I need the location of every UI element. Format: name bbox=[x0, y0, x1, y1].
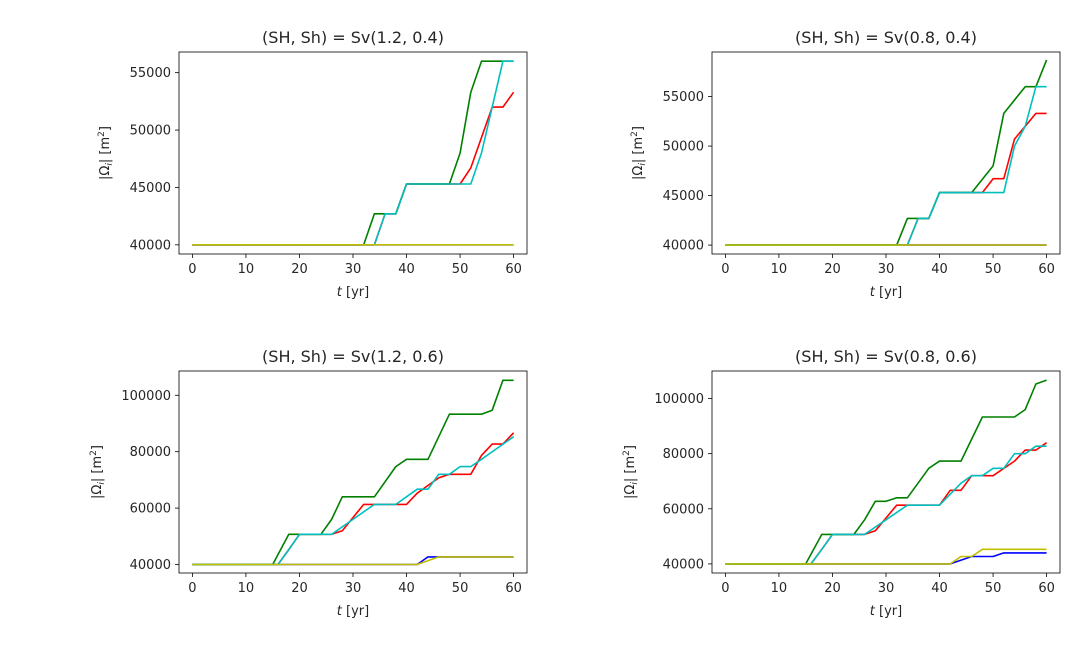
series-line-2 bbox=[192, 432, 515, 566]
y-tick-label: 55000 bbox=[130, 66, 171, 81]
x-tick-label: 10 bbox=[771, 262, 788, 277]
x-tick-label: 40 bbox=[398, 262, 415, 277]
series-line-4 bbox=[192, 436, 515, 566]
subplot-title: (SH, Sh) = Sv(1.2, 0.6) bbox=[262, 347, 444, 366]
y-tick-label: 80000 bbox=[130, 445, 171, 460]
series-line-4 bbox=[725, 85, 1047, 246]
x-tick-label: 20 bbox=[824, 581, 841, 596]
x-tick-label: 60 bbox=[505, 581, 522, 596]
y-tick-label: 50000 bbox=[663, 140, 704, 155]
x-tick-label: 30 bbox=[345, 581, 362, 596]
series-line-4 bbox=[192, 60, 514, 246]
series-line-3 bbox=[192, 379, 514, 566]
x-tick-label: 10 bbox=[238, 581, 255, 596]
axes-frame bbox=[711, 51, 1061, 255]
subplot-title: (SH, Sh) = Sv(0.8, 0.6) bbox=[795, 347, 977, 366]
y-tick-label: 80000 bbox=[663, 447, 704, 462]
subplot-title: (SH, Sh) = Sv(0.8, 0.4) bbox=[795, 28, 977, 47]
x-tick-label: 0 bbox=[721, 262, 729, 277]
series-line-2 bbox=[192, 91, 515, 246]
series-line-4 bbox=[725, 445, 1047, 565]
series-line-2 bbox=[725, 442, 1048, 565]
x-tick-label: 0 bbox=[721, 581, 729, 596]
x-tick-label: 30 bbox=[345, 262, 362, 277]
x-tick-label: 0 bbox=[188, 581, 196, 596]
series-line-1 bbox=[192, 556, 514, 566]
x-tick-label: 40 bbox=[931, 262, 948, 277]
x-tick-label: 60 bbox=[505, 262, 522, 277]
x-tick-label: 10 bbox=[771, 581, 788, 596]
y-axis-label: |Ωi| [m2] bbox=[89, 445, 107, 499]
x-axis-label: t [yr] bbox=[337, 604, 369, 619]
x-tick-label: 50 bbox=[452, 262, 469, 277]
x-tick-label: 20 bbox=[291, 581, 308, 596]
series-line-3 bbox=[192, 60, 514, 246]
subplot-4: 0 10 20 30 40 50 60 40000 60000 80000 100000 (SH, S… bbox=[622, 347, 1061, 619]
y-tick-label: 45000 bbox=[130, 181, 171, 196]
y-tick-label: 100000 bbox=[654, 392, 704, 407]
subplot-2: 0 10 20 30 40 50 60 40000 45000 50000 55000 (SH, Sh… bbox=[630, 28, 1061, 300]
series-line-5 bbox=[725, 548, 1047, 565]
x-tick-label: 10 bbox=[238, 262, 255, 277]
y-tick-label: 45000 bbox=[663, 189, 704, 204]
x-tick-label: 50 bbox=[985, 581, 1002, 596]
x-tick-label: 20 bbox=[824, 262, 841, 277]
series-line-5 bbox=[192, 556, 514, 566]
y-tick-label: 40000 bbox=[130, 558, 171, 573]
subplot-title: (SH, Sh) = Sv(1.2, 0.4) bbox=[262, 28, 444, 47]
x-tick-label: 20 bbox=[291, 262, 308, 277]
y-tick-label: 100000 bbox=[121, 389, 171, 404]
x-tick-label: 30 bbox=[878, 581, 895, 596]
y-tick-label: 55000 bbox=[663, 90, 704, 105]
x-tick-label: 30 bbox=[878, 262, 895, 277]
series-line-1 bbox=[725, 552, 1047, 565]
x-axis-label: t [yr] bbox=[870, 285, 902, 300]
x-tick-label: 50 bbox=[452, 581, 469, 596]
y-tick-label: 60000 bbox=[663, 502, 704, 517]
y-tick-label: 50000 bbox=[130, 124, 171, 139]
axes-frame bbox=[711, 370, 1061, 574]
subplot-1: 0 10 20 30 40 50 60 40000 45000 50000 55000 (SH, Sh… bbox=[97, 28, 528, 300]
axes-frame bbox=[178, 370, 528, 574]
y-axis-label: |Ωi| [m2] bbox=[630, 126, 648, 180]
x-axis-label: t [yr] bbox=[870, 604, 902, 619]
y-tick-label: 60000 bbox=[130, 502, 171, 517]
series-line-2 bbox=[725, 112, 1047, 246]
x-tick-label: 40 bbox=[931, 581, 948, 596]
x-axis-label: t [yr] bbox=[337, 285, 369, 300]
y-axis-label: |Ωi| [m2] bbox=[97, 126, 115, 180]
y-axis-label: |Ωi| [m2] bbox=[622, 445, 640, 499]
y-tick-label: 40000 bbox=[663, 239, 704, 254]
x-tick-label: 60 bbox=[1038, 262, 1055, 277]
y-tick-label: 40000 bbox=[130, 238, 171, 253]
series-line-3 bbox=[725, 59, 1048, 246]
y-tick-label: 40000 bbox=[663, 557, 704, 572]
x-tick-label: 50 bbox=[985, 262, 1002, 277]
x-tick-label: 60 bbox=[1038, 581, 1055, 596]
subplot-3: 0 10 20 30 40 50 60 40000 60000 80000 100000 (SH, S… bbox=[89, 347, 528, 619]
x-tick-label: 40 bbox=[398, 581, 415, 596]
x-tick-label: 0 bbox=[188, 262, 196, 277]
